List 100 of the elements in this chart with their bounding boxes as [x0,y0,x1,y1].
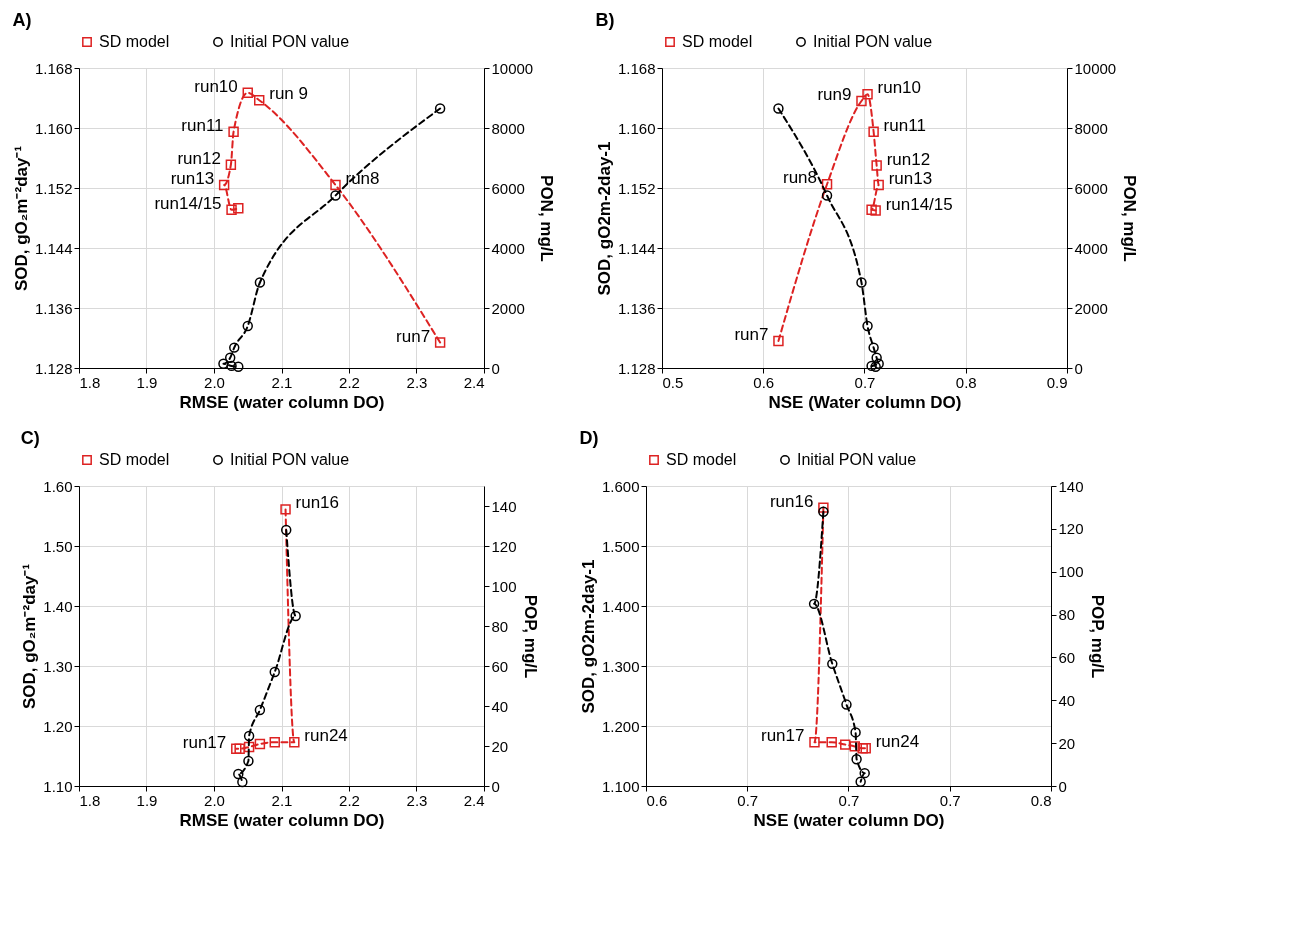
x-axis-title: NSE (Water column DO) [768,392,962,412]
annotation: run14/15 [885,194,953,214]
x-tick-label: 0.8 [955,373,977,391]
annotation: run12 [177,148,221,168]
x-tick-label: 2.0 [204,791,225,809]
annotation: run9 [817,85,852,104]
y2-tick-label: 20 [1058,734,1076,752]
y-tick-label: 1.60 [43,477,73,495]
y-axis-title: SOD, gO₂m⁻²day⁻¹ [11,145,31,292]
y2-tick-label: 20 [491,737,509,755]
legend-label: Initial PON value [797,451,917,468]
legend-label: Initial PON value [230,33,350,50]
x-tick-label: 2.2 [339,791,360,809]
annotation: run14/15 [154,193,222,213]
annotation: run13 [888,169,933,188]
y2-tick-label: 120 [491,537,517,555]
y2-tick-label: 60 [1058,648,1076,666]
x-tick-label: 1.8 [79,791,101,809]
y-tick-label: 1.50 [43,537,73,555]
x-tick-label: 2.2 [339,373,360,391]
x-tick-label: 2.3 [406,373,428,391]
annotation: run24 [304,726,348,746]
annotation: run 9 [269,84,308,104]
x-axis-title: NSE (water column DO) [753,810,945,830]
y-tick-label: 1.20 [43,717,73,735]
annotation: run7 [734,325,769,344]
y2-tick-label: 40 [491,697,509,715]
y2-tick-label: 8000 [1074,119,1108,137]
y2-tick-label: 2000 [491,299,525,317]
y-tick-label: 1.144 [617,239,656,257]
y-tick-label: 1.136 [617,299,656,317]
annotation: run7 [396,326,431,346]
y-tick-label: 1.10 [43,777,73,795]
y2-tick-label: 0 [491,777,500,795]
annotation: run11 [181,115,224,135]
y-axis-title: SOD, gO2m-2day-1 [578,559,598,714]
x-tick-label: 2.4 [463,791,485,809]
annotation: run10 [194,76,238,96]
y2-tick-label: 0 [1058,777,1067,795]
x-tick-label: 0.5 [662,373,684,391]
annotation: run16 [295,493,340,513]
x-tick-label: 2.4 [463,373,485,391]
legend-label: SD model [99,451,170,468]
y-tick-label: 1.100 [601,777,640,795]
y-tick-label: 1.500 [601,537,640,555]
y2-tick-label: 2000 [1074,299,1108,317]
y-tick-label: 1.300 [601,657,640,675]
y2-tick-label: 60 [491,657,509,675]
y2-tick-label: 4000 [1074,239,1108,257]
chart-title: B) [595,10,615,30]
y-tick-label: 1.160 [617,119,656,137]
y2-tick-label: 100 [1058,563,1084,581]
y2-tick-label: 10000 [1074,59,1117,77]
y2-axis-title: PON, mg/L [537,175,557,262]
y-axis-title: SOD, gO₂m⁻²day⁻¹ [20,563,40,710]
annotation: run13 [170,169,215,188]
x-tick-label: 2.3 [406,791,428,809]
legend-label: SD model [666,451,737,468]
y-tick-label: 1.600 [601,477,640,495]
x-tick-label: 2.1 [271,791,293,809]
y-tick-label: 1.128 [34,359,73,377]
x-tick-label: 0.7 [939,791,961,809]
y-tick-label: 1.144 [34,239,73,257]
y2-tick-label: 8000 [491,119,525,137]
y2-tick-label: 140 [1058,477,1084,495]
y-tick-label: 1.160 [34,119,73,137]
annotation: run8 [783,168,818,188]
y2-tick-label: 100 [491,577,517,595]
y2-tick-label: 6000 [491,179,525,197]
chart-title: A) [12,10,32,30]
x-tick-label: 0.7 [737,791,759,809]
y2-tick-label: 10000 [491,59,534,77]
y2-tick-label: 40 [1058,691,1076,709]
x-tick-label: 0.6 [646,791,668,809]
y-tick-label: 1.400 [601,597,640,615]
x-tick-label: 0.9 [1046,373,1068,391]
y2-tick-label: 80 [1058,606,1076,624]
annotation: run11 [883,115,926,135]
y-tick-label: 1.136 [34,299,73,317]
legend-label: SD model [99,33,170,50]
y-tick-label: 1.168 [34,59,73,77]
annotation: run24 [875,732,920,752]
y-tick-label: 1.152 [34,179,73,197]
y-tick-label: 1.168 [617,59,656,77]
annotation: run10 [877,78,922,98]
annotation: run16 [769,491,814,511]
x-tick-label: 2.0 [204,373,225,391]
y2-axis-title: POP, mg/L [520,594,540,679]
x-axis-title: RMSE (water column DO) [179,392,385,412]
x-tick-label: 1.8 [79,373,101,391]
x-axis-title: RMSE (water column DO) [179,810,385,830]
x-tick-label: 0.8 [1030,791,1052,809]
y2-tick-label: 80 [491,617,509,635]
annotation: run17 [761,726,805,746]
x-tick-label: 1.9 [136,791,158,809]
y-axis-title: SOD, gO2m-2day-1 [594,141,614,296]
legend-label: Initial PON value [813,33,933,50]
y2-tick-label: 0 [491,359,500,377]
legend-label: SD model [682,33,753,50]
y2-tick-label: 140 [491,497,517,515]
